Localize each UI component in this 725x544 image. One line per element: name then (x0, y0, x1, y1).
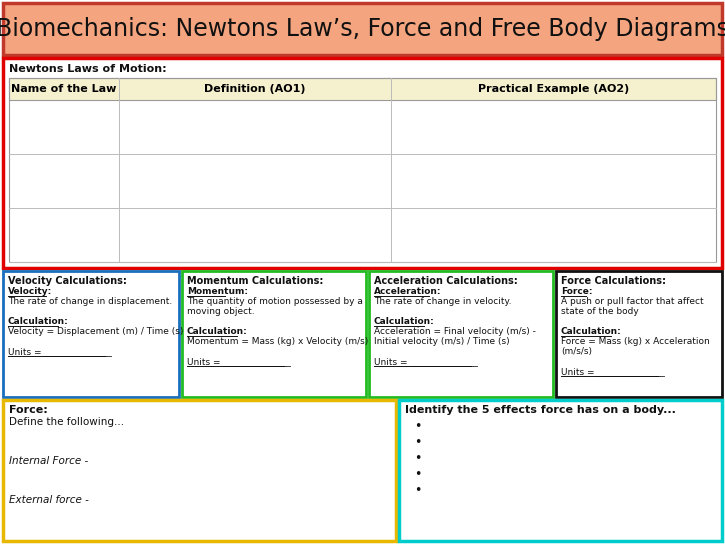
Text: (m/s/s): (m/s/s) (561, 347, 592, 356)
Text: Calculation:: Calculation: (187, 327, 248, 336)
Bar (9, 78, 716, 100)
Text: Momentum:: Momentum: (187, 287, 248, 296)
Text: Units = _______________: Units = _______________ (187, 357, 291, 366)
Text: Acceleration = Final velocity (m/s) -: Acceleration = Final velocity (m/s) - (374, 327, 536, 336)
Text: •: • (414, 420, 421, 433)
Text: Units = _______________: Units = _______________ (374, 357, 478, 366)
Text: Biomechanics: Newtons Law’s, Force and Free Body Diagrams: Biomechanics: Newtons Law’s, Force and F… (0, 17, 725, 41)
Text: •: • (414, 484, 421, 497)
Text: A push or pull factor that affect: A push or pull factor that affect (561, 297, 704, 306)
Text: moving object.: moving object. (187, 307, 254, 316)
Bar (3, 58, 722, 268)
Bar (399, 400, 722, 541)
Bar (556, 271, 722, 397)
Text: •: • (414, 452, 421, 465)
Text: Calculation:: Calculation: (8, 317, 69, 326)
Text: Force:: Force: (561, 287, 592, 296)
Text: •: • (414, 468, 421, 481)
Text: The rate of change in velocity.: The rate of change in velocity. (374, 297, 512, 306)
Text: Calculation:: Calculation: (374, 317, 435, 326)
Text: The rate of change in displacement.: The rate of change in displacement. (8, 297, 173, 306)
Bar (369, 271, 553, 397)
Text: state of the body: state of the body (561, 307, 639, 316)
Bar (9, 78, 716, 262)
Bar (3, 3, 722, 55)
Text: Definition (AO1): Definition (AO1) (204, 84, 305, 94)
Text: Force = Mass (kg) x Acceleration: Force = Mass (kg) x Acceleration (561, 337, 710, 346)
Bar (3, 271, 179, 397)
Text: Velocity = Displacement (m) / Time (s): Velocity = Displacement (m) / Time (s) (8, 327, 183, 336)
Text: Practical Example (AO2): Practical Example (AO2) (478, 84, 629, 94)
Text: Momentum Calculations:: Momentum Calculations: (187, 276, 323, 286)
Bar (3, 400, 396, 541)
Text: External force -: External force - (9, 495, 89, 505)
Text: The quantity of motion possessed by a: The quantity of motion possessed by a (187, 297, 363, 306)
Text: Force Calculations:: Force Calculations: (561, 276, 666, 286)
Text: Newtons Laws of Motion:: Newtons Laws of Motion: (9, 64, 167, 74)
Text: Initial velocity (m/s) / Time (s): Initial velocity (m/s) / Time (s) (374, 337, 510, 346)
Text: Force:: Force: (9, 405, 48, 415)
Text: Acceleration Calculations:: Acceleration Calculations: (374, 276, 518, 286)
Bar (182, 271, 366, 397)
Text: Calculation:: Calculation: (561, 327, 622, 336)
Text: Name of the Law: Name of the Law (11, 84, 117, 94)
Text: Units = _______________: Units = _______________ (561, 367, 665, 376)
Text: Velocity Calculations:: Velocity Calculations: (8, 276, 127, 286)
Text: •: • (414, 436, 421, 449)
Text: Units = _______________: Units = _______________ (8, 347, 112, 356)
Text: Define the following...: Define the following... (9, 417, 124, 427)
Text: Momentum = Mass (kg) x Velocity (m/s): Momentum = Mass (kg) x Velocity (m/s) (187, 337, 368, 346)
Text: Acceleration:: Acceleration: (374, 287, 442, 296)
Text: Identify the 5 effects force has on a body...: Identify the 5 effects force has on a bo… (405, 405, 676, 415)
Text: Velocity:: Velocity: (8, 287, 52, 296)
Text: Internal Force -: Internal Force - (9, 456, 88, 466)
